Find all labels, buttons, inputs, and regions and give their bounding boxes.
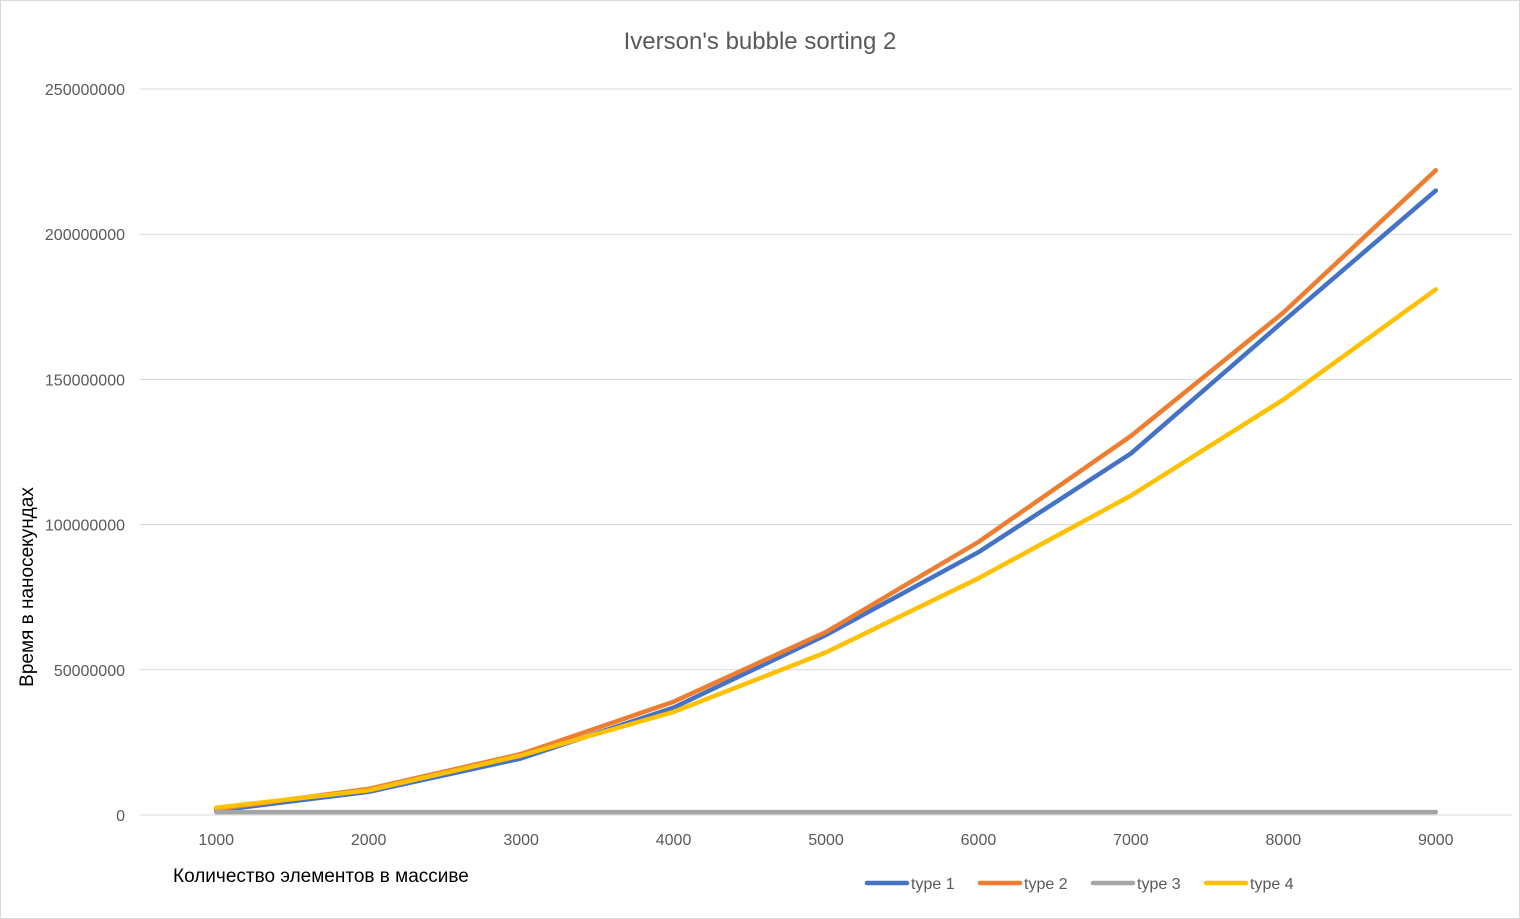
legend-label-type-2: type 2 — [1024, 876, 1068, 893]
y-tick-label: 100000000 — [45, 518, 125, 535]
x-tick-label: 8000 — [1266, 832, 1302, 849]
x-tick-label: 9000 — [1418, 832, 1454, 849]
x-tick-label: 3000 — [503, 832, 539, 849]
y-tick-label: 0 — [116, 808, 125, 825]
x-tick-label: 7000 — [1113, 832, 1149, 849]
y-axis-label: Время в наносекундах — [17, 487, 38, 687]
legend-label-type-3: type 3 — [1137, 876, 1181, 893]
x-axis-ticks: 1000 2000 3000 4000 5000 6000 7000 8000 9000 — [198, 832, 1453, 849]
y-tick-label: 200000000 — [45, 227, 125, 244]
x-tick-label: 6000 — [961, 832, 997, 849]
x-axis-label: Количество элементов в массиве — [173, 866, 469, 887]
y-tick-label: 50000000 — [54, 663, 125, 680]
grid-lines — [140, 88, 1512, 816]
y-tick-label: 250000000 — [45, 82, 125, 99]
chart-legend: type 1 type 2 type 3 type 4 — [864, 876, 1294, 893]
legend-label-type-4: type 4 — [1250, 876, 1294, 893]
series-line-type-4 — [213, 287, 1439, 810]
x-tick-label: 4000 — [656, 832, 692, 849]
x-tick-label: 1000 — [198, 832, 234, 849]
chart-title: Iverson's bubble sorting 2 — [624, 28, 897, 55]
x-tick-label: 5000 — [808, 832, 844, 849]
y-axis-ticks: 0 50000000 100000000 150000000 200000000 2500… — [45, 82, 125, 825]
x-tick-label: 2000 — [351, 832, 387, 849]
series-line-type-2 — [213, 168, 1439, 812]
y-tick-label: 150000000 — [45, 372, 125, 389]
series-lines — [213, 168, 1439, 815]
legend-label-type-1: type 1 — [911, 876, 955, 893]
series-line-type-1 — [213, 188, 1439, 813]
